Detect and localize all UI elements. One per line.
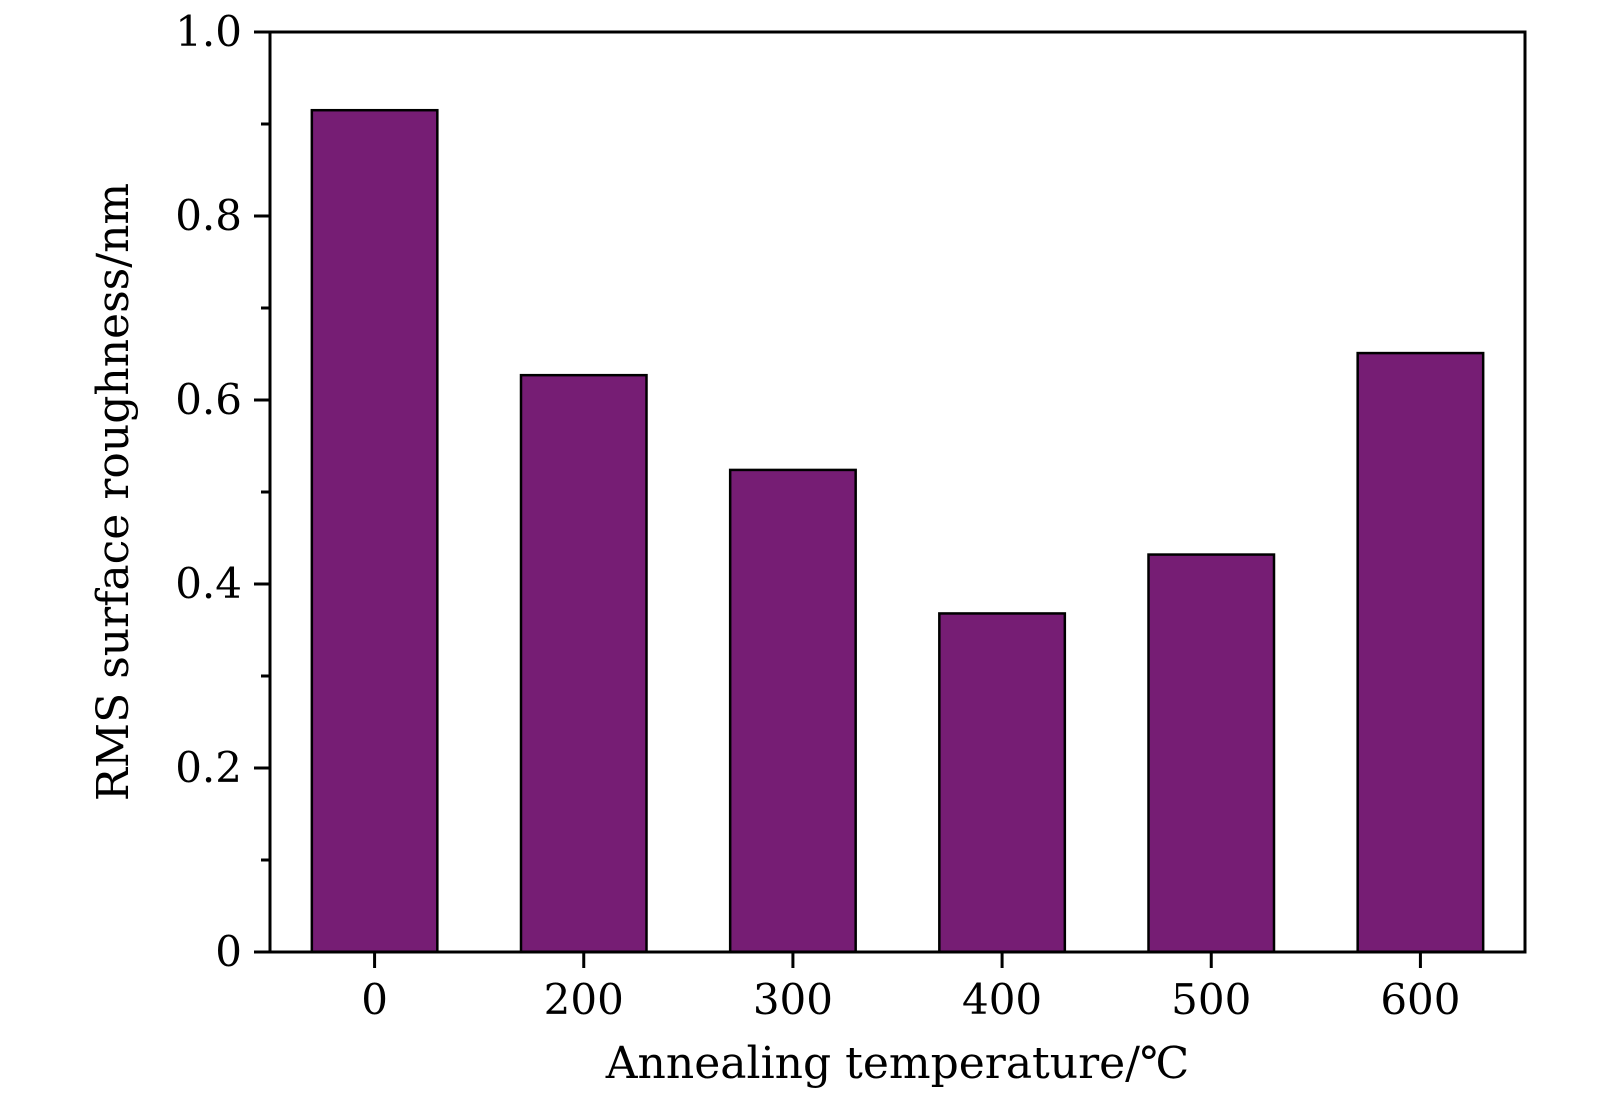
y-tick-label: 1.0 [175, 7, 242, 56]
x-tick-label: 200 [544, 975, 624, 1024]
x-tick-label: 600 [1380, 975, 1460, 1024]
bar-400 [938, 612, 1067, 954]
x-tick-label: 500 [1171, 975, 1251, 1024]
bar-300 [728, 468, 857, 954]
x-tick-label: 400 [962, 975, 1042, 1024]
y-tick-label: 0.8 [175, 191, 242, 240]
bar-600 [1356, 351, 1485, 954]
plot-frame [268, 30, 1527, 954]
x-axis: 0 200 300 400 500 600 [361, 952, 1461, 1024]
bars-group [310, 108, 1485, 954]
bar-200 [519, 373, 648, 954]
y-axis-label: RMS surface roughness/nm [88, 183, 139, 801]
x-axis-label: Annealing temperature/℃ [605, 1038, 1189, 1089]
y-tick-label: 0.4 [175, 559, 242, 608]
y-tick-label: 0.6 [175, 375, 242, 424]
x-tick-label: 0 [361, 975, 388, 1024]
x-tick-label: 300 [753, 975, 833, 1024]
bar-500 [1147, 553, 1276, 954]
bar-0 [310, 108, 439, 954]
y-tick-label: 0 [215, 927, 242, 976]
y-axis: 0 0.2 0.4 0.6 0.8 1.0 [175, 7, 270, 976]
y-tick-label: 0.2 [175, 743, 242, 792]
